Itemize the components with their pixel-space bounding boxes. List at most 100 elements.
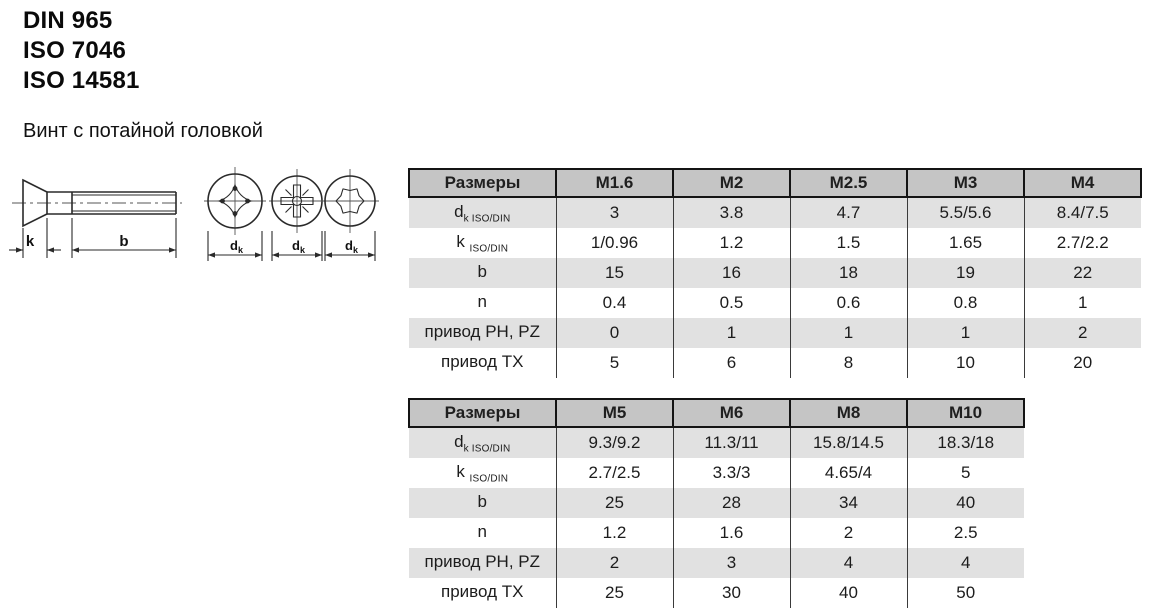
row-label: k ISO/DIN	[409, 228, 556, 258]
table-cell: 15.8/14.5	[789, 427, 907, 458]
table-cell: 28	[672, 488, 790, 518]
standards-block: DIN 965 ISO 7046 ISO 14581	[23, 6, 140, 96]
dk-arrow-left	[208, 252, 215, 258]
column-header-m10: M10	[906, 398, 1025, 428]
table-row-k: k ISO/DIN 2.7/2.5 3.3/3 4.65/4 5	[409, 458, 1024, 488]
table-cell: 1	[906, 318, 1024, 348]
table-cell: 15	[555, 258, 673, 288]
k-arrow-left	[16, 247, 23, 253]
row-label: привод PH, PZ	[409, 318, 556, 348]
table-cell: 34	[789, 488, 907, 518]
table-cell: 18.3/18	[906, 427, 1024, 458]
table-row-n: n 0.4 0.5 0.6 0.8 1	[409, 288, 1141, 318]
table-cell: 4	[906, 548, 1024, 578]
table-cell: 3	[555, 197, 673, 228]
dk-arrow-right	[368, 252, 375, 258]
table-row-dk: dk ISO/DIN 3 3.8 4.7 5.5/5.6 8.4/7.5	[409, 197, 1141, 228]
torx-drive-view: dk	[321, 169, 379, 261]
phillips-drive-view: dk	[204, 167, 266, 261]
column-header-sizes: Размеры	[408, 398, 557, 428]
table-cell: 1.2	[672, 228, 790, 258]
table-cell: 18	[789, 258, 907, 288]
head-outline-circle	[324, 175, 376, 227]
table-cell: 0.4	[555, 288, 673, 318]
table-row-n: n 1.2 1.6 2 2.5	[409, 518, 1024, 548]
head-outline-circle	[207, 173, 263, 229]
table-cell: 1.5	[789, 228, 907, 258]
table-cell: 3.8	[672, 197, 790, 228]
table-cell: 5.5/5.6	[906, 197, 1024, 228]
pozidriv-spur-sw	[285, 206, 292, 213]
pozidriv-drive-view: dk	[269, 169, 325, 261]
table-cell: 4.65/4	[789, 458, 907, 488]
dk-arrow-right	[315, 252, 322, 258]
table-cell: 2	[1023, 318, 1141, 348]
table-row-b: b 25 28 34 40	[409, 488, 1024, 518]
column-header-m2: M2	[672, 168, 791, 198]
table-cell: 0.5	[672, 288, 790, 318]
torx-recess-icon	[335, 188, 365, 214]
table-cell: 1	[789, 318, 907, 348]
table-row-dk: dk ISO/DIN 9.3/9.2 11.3/11 15.8/14.5 18.…	[409, 427, 1024, 458]
table-row-drive-ph-pz: привод PH, PZ 0 1 1 1 2	[409, 318, 1141, 348]
standard-iso-7046: ISO 7046	[23, 37, 127, 64]
row-label: dk ISO/DIN	[409, 427, 556, 458]
standard-iso-14581: ISO 14581	[23, 67, 140, 94]
row-label: привод TX	[409, 578, 556, 608]
table-cell: 8	[789, 348, 907, 378]
table-row-b: b 15 16 18 19 22	[409, 258, 1141, 288]
pozidriv-spur-ne	[302, 189, 309, 196]
screw-side-view: k b	[9, 178, 182, 258]
b-dimension-label: b	[119, 233, 128, 250]
table-cell: 22	[1023, 258, 1141, 288]
table-cell: 2	[789, 518, 907, 548]
k-dimension-label: k	[26, 233, 35, 250]
table-cell: 9.3/9.2	[555, 427, 673, 458]
table-cell: 0.6	[789, 288, 907, 318]
table-cell: 2.5	[906, 518, 1024, 548]
dk-arrow-left	[325, 252, 332, 258]
table-cell: 4	[789, 548, 907, 578]
table-cell: 5	[906, 458, 1024, 488]
table-cell: 6	[672, 348, 790, 378]
row-label: b	[409, 258, 556, 288]
pozidriv-spur-nw	[285, 189, 292, 196]
table-cell: 1/0.96	[555, 228, 673, 258]
k-arrow-right	[47, 247, 54, 253]
row-label: dk ISO/DIN	[409, 197, 556, 228]
screw-technical-drawing: k b dk	[9, 167, 379, 261]
table-cell: 2	[555, 548, 673, 578]
table-row-k: k ISO/DIN 1/0.96 1.2 1.5 1.65 2.7/2.2	[409, 228, 1141, 258]
table-cell: 40	[789, 578, 907, 608]
table-cell: 4.7	[789, 197, 907, 228]
dimensions-table-m1_6-m4: Размеры M1.6 M2 M2.5 M3 M4 dk ISO/DIN 3 …	[408, 168, 1142, 378]
column-header-m1_6: M1.6	[555, 168, 674, 198]
table-cell: 8.4/7.5	[1023, 197, 1141, 228]
row-label: b	[409, 488, 556, 518]
dk-dimension-label: dk	[230, 238, 244, 255]
column-header-m4: M4	[1023, 168, 1142, 198]
table-header-row: Размеры M5 M6 M8 M10	[408, 398, 1025, 428]
phillips-dot-s	[232, 211, 238, 216]
pozidriv-spur-se	[302, 206, 309, 213]
column-header-m6: M6	[672, 398, 791, 428]
row-label: n	[409, 288, 556, 318]
row-label: n	[409, 518, 556, 548]
table-cell: 1	[1023, 288, 1141, 318]
table-header-row: Размеры M1.6 M2 M2.5 M3 M4	[408, 168, 1142, 198]
phillips-dot-w	[220, 198, 225, 204]
dk-arrow-left	[272, 252, 279, 258]
page-title: Винт с потайной головкой	[23, 120, 263, 142]
column-header-m3: M3	[906, 168, 1025, 198]
table-cell: 20	[1023, 348, 1141, 378]
table-cell: 25	[555, 488, 673, 518]
pozidriv-center-circle	[291, 195, 303, 207]
table-cell: 50	[906, 578, 1024, 608]
table-cell: 11.3/11	[672, 427, 790, 458]
table-cell: 2.7/2.2	[1023, 228, 1141, 258]
table-cell: 16	[672, 258, 790, 288]
dimensions-table-m5-m10: Размеры M5 M6 M8 M10 dk ISO/DIN 9.3/9.2 …	[408, 398, 1025, 608]
table-cell: 1.6	[672, 518, 790, 548]
table-cell: 25	[555, 578, 673, 608]
